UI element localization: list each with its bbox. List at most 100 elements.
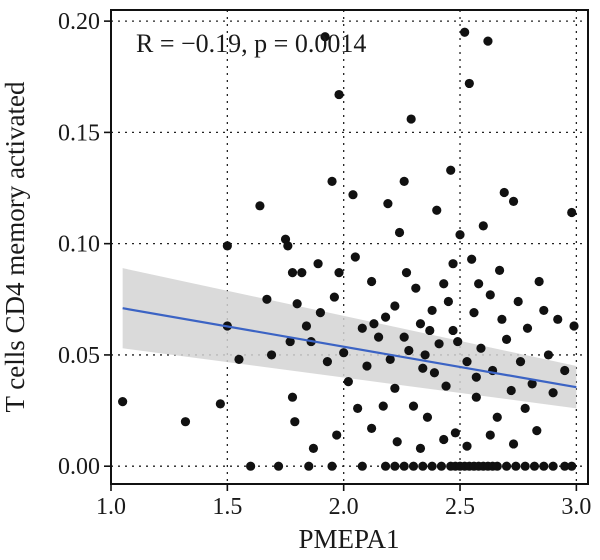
data-point	[367, 276, 377, 287]
data-point	[320, 32, 330, 42]
grid-lines	[110, 10, 588, 484]
data-point	[406, 114, 416, 124]
data-point	[553, 314, 563, 324]
regression-line	[122, 307, 577, 389]
data-point	[357, 461, 367, 471]
data-point	[448, 325, 458, 336]
data-point	[443, 296, 453, 307]
data-point	[441, 381, 451, 391]
x-axis: 1.0 1.5 2.0 2.5 3.0	[96, 484, 591, 520]
data-point	[373, 332, 384, 342]
data-point	[408, 401, 419, 411]
data-point	[404, 345, 414, 356]
data-point	[467, 254, 477, 264]
data-point	[313, 259, 323, 269]
data-point	[539, 305, 549, 316]
data-point	[390, 383, 400, 393]
data-point	[534, 276, 544, 287]
x-tick-label: 2.5	[445, 494, 475, 520]
data-point	[434, 339, 444, 349]
data-point	[508, 196, 519, 206]
data-point	[255, 201, 265, 211]
data-point	[515, 357, 526, 367]
data-point	[422, 412, 433, 422]
data-point	[471, 392, 481, 402]
data-point	[350, 252, 360, 262]
correlation-annotation: R = −0.19, p = 0.0014	[136, 29, 366, 58]
data-point	[425, 325, 435, 336]
data-point	[492, 461, 502, 471]
y-tick-label: 0.20	[58, 9, 100, 35]
data-point	[469, 308, 479, 318]
data-point	[339, 348, 349, 358]
data-point	[394, 227, 405, 238]
data-point	[334, 267, 344, 278]
data-point	[392, 437, 402, 447]
data-point	[411, 283, 421, 293]
x-tick-label: 1.5	[212, 494, 242, 520]
data-point	[429, 368, 440, 378]
data-point	[511, 461, 521, 471]
data-point	[439, 279, 449, 289]
data-point	[234, 354, 244, 364]
data-point	[362, 361, 372, 371]
data-point	[415, 443, 426, 453]
data-point	[501, 461, 512, 471]
data-point	[380, 312, 391, 322]
data-point	[567, 207, 577, 218]
data-point	[353, 403, 363, 413]
plot-frame	[110, 9, 589, 485]
data-point	[399, 461, 409, 471]
confidence-band-area	[122, 268, 577, 409]
data-point	[415, 319, 426, 329]
y-tick-label: 0.10	[58, 232, 100, 258]
data-point	[418, 363, 428, 373]
data-point	[532, 425, 542, 436]
data-point	[273, 461, 284, 471]
data-point	[560, 461, 570, 471]
y-axis-title: T cells CD4 memory activated	[0, 81, 30, 412]
data-point	[543, 350, 554, 360]
data-point	[527, 379, 537, 389]
data-point	[567, 461, 577, 471]
data-point	[401, 267, 412, 278]
data-point	[497, 314, 507, 324]
fit-line	[122, 307, 577, 389]
data-point	[508, 439, 519, 449]
data-point	[118, 397, 128, 407]
data-point	[476, 343, 486, 353]
data-point	[308, 443, 319, 453]
data-point	[383, 199, 393, 209]
data-point	[418, 461, 428, 471]
data-point	[464, 78, 474, 89]
data-point	[560, 365, 570, 376]
data-point	[436, 461, 447, 471]
data-point	[439, 434, 449, 445]
data-point	[513, 296, 523, 307]
data-point	[548, 461, 558, 471]
data-point	[180, 417, 191, 427]
data-point	[222, 241, 232, 251]
data-point	[485, 430, 495, 440]
data-point	[492, 412, 502, 422]
data-point	[432, 205, 442, 215]
data-point	[462, 357, 472, 367]
data-point	[399, 332, 409, 342]
data-point	[380, 461, 391, 471]
data-point	[332, 430, 342, 440]
data-point	[283, 241, 293, 251]
data-point	[520, 403, 530, 413]
x-tick-label: 3.0	[561, 494, 591, 520]
data-point	[343, 377, 353, 387]
data-point	[548, 388, 558, 398]
data-point	[499, 187, 509, 198]
data-point	[287, 267, 298, 278]
data-point	[378, 401, 388, 411]
data-point	[485, 290, 495, 300]
data-point	[357, 323, 367, 333]
data-point	[478, 221, 488, 231]
data-point	[427, 461, 437, 471]
data-point	[327, 176, 337, 186]
y-tick-label: 0.15	[58, 120, 100, 146]
